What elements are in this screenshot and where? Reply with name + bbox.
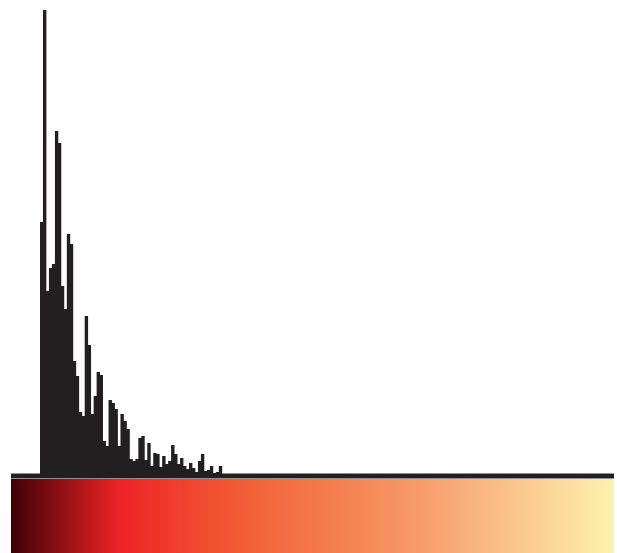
histogram-bar xyxy=(63,309,68,476)
histogram-bar xyxy=(129,459,133,476)
histogram-bar xyxy=(150,466,154,476)
histogram-bar xyxy=(48,268,53,476)
histogram-bar xyxy=(174,454,178,476)
histogram-bar xyxy=(123,421,127,476)
histogram-bar xyxy=(42,10,47,476)
histogram-bar xyxy=(84,316,89,476)
histogram-bar xyxy=(72,361,77,476)
histogram-bar xyxy=(78,412,83,476)
histogram-bar xyxy=(206,470,211,476)
histogram-bar xyxy=(87,345,92,476)
histogram-bar xyxy=(96,372,100,476)
histogram-bar xyxy=(153,453,157,476)
histogram-bar xyxy=(57,143,62,476)
histogram-bar xyxy=(108,400,112,476)
histogram-bar xyxy=(102,441,106,476)
histogram-bar xyxy=(147,443,151,476)
histogram-bar xyxy=(189,463,193,476)
histogram-bar xyxy=(93,396,98,476)
histogram-bar xyxy=(66,234,71,476)
histogram-bar xyxy=(168,461,172,476)
histogram-bar xyxy=(90,414,95,476)
histogram-bar xyxy=(81,416,86,476)
histogram-bar xyxy=(138,438,142,476)
histogram-bar xyxy=(75,376,80,476)
histogram-bar xyxy=(171,445,175,476)
histogram-bar xyxy=(105,446,109,476)
histogram-bar xyxy=(209,466,214,476)
histogram-bar xyxy=(197,461,202,476)
histogram-bar xyxy=(159,467,163,476)
histogram-bar xyxy=(144,460,148,476)
histogram-bar xyxy=(156,454,160,476)
histogram-bar xyxy=(120,414,124,476)
histogram-bar xyxy=(40,222,44,476)
histogram-bar xyxy=(45,291,50,476)
histogram-bar xyxy=(114,409,118,476)
histogram-bar xyxy=(183,466,187,476)
histogram-bar xyxy=(191,468,196,476)
histogram-bar xyxy=(180,458,184,476)
histogram-bar xyxy=(132,461,136,476)
histogram-bar xyxy=(177,464,181,476)
histogram-bar xyxy=(99,375,103,476)
histogram-bar xyxy=(200,454,205,476)
histogram-bar xyxy=(51,264,56,476)
histogram-bar xyxy=(111,403,115,476)
histogram-bar xyxy=(141,436,145,476)
histogram-bar xyxy=(54,131,59,476)
histogram-bar xyxy=(165,464,169,476)
histogram-bar xyxy=(186,469,190,476)
histogram-bar xyxy=(162,456,166,476)
histogram-bar xyxy=(69,244,74,476)
histogram-bar xyxy=(126,429,130,476)
histogram-bar xyxy=(60,286,65,476)
histogram-bar xyxy=(135,459,139,476)
colorbar xyxy=(11,479,614,553)
histogram-bars xyxy=(40,10,384,476)
histogram-bar xyxy=(218,466,223,476)
histogram-bar xyxy=(117,446,121,476)
